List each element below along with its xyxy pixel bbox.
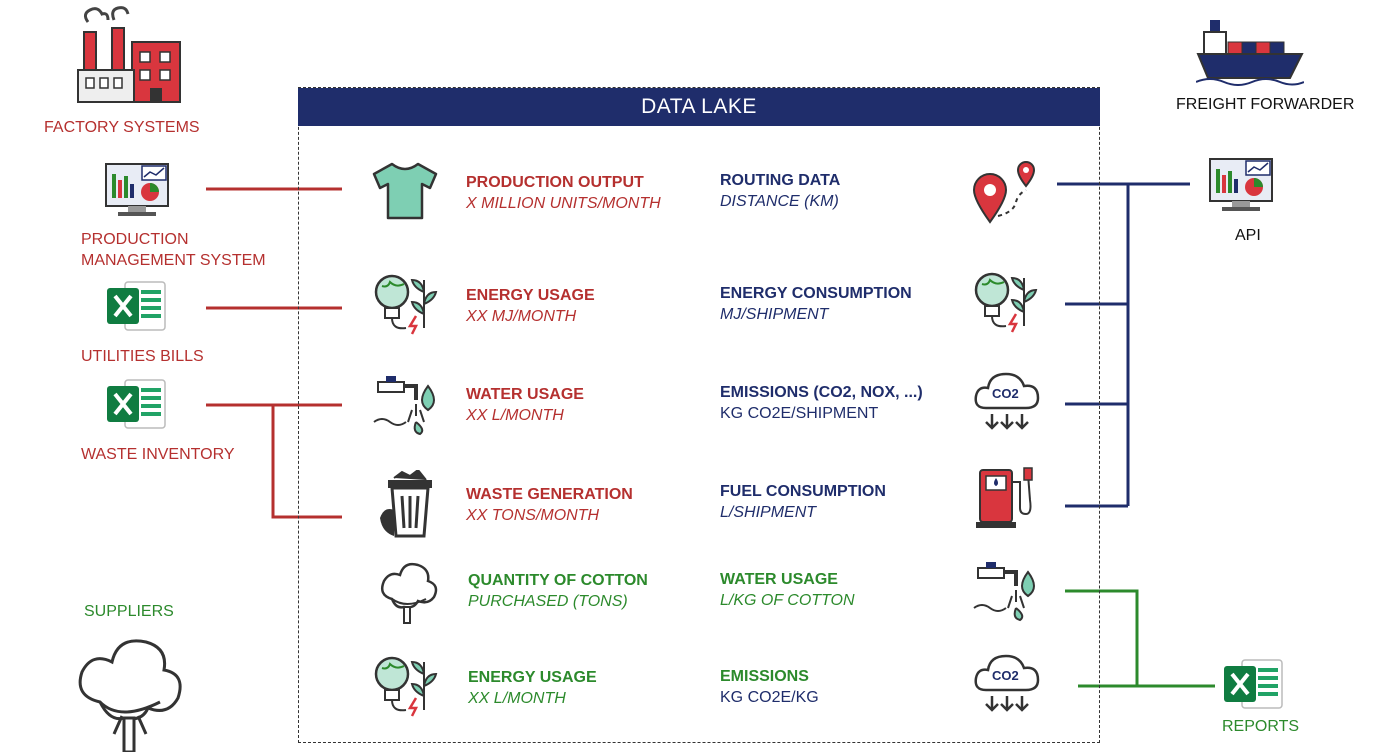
factory-icon xyxy=(77,6,181,103)
energy-bulb-icon xyxy=(974,272,1038,333)
cotton-icon xyxy=(381,562,438,624)
metric-emissions-unit: KG CO2E/SHIPMENT xyxy=(720,405,879,422)
metric-water-usage-unit: XX L/MONTH xyxy=(466,407,564,424)
energy-bulb-icon xyxy=(374,274,438,335)
water-tap-icon xyxy=(973,562,1035,622)
suppliers-label: SUPPLIERS xyxy=(84,603,174,620)
waste-inventory-label: WASTE INVENTORY xyxy=(81,446,235,463)
monitor-dashboard-icon xyxy=(1209,158,1273,211)
metric-routing-data-title: ROUTING DATA xyxy=(720,172,841,189)
excel-icon xyxy=(107,281,166,331)
energy-bulb-icon xyxy=(374,656,438,717)
co2-text: CO2 xyxy=(992,668,1019,683)
cargo-ship-icon xyxy=(1196,20,1304,86)
metric-cotton-water-title: WATER USAGE xyxy=(720,571,838,588)
metric-cotton-quantity-unit: PURCHASED (TONS) xyxy=(468,593,628,610)
metric-energy-usage-title: ENERGY USAGE xyxy=(466,287,595,304)
metric-production-output-title: PRODUCTION OUTPUT xyxy=(466,174,644,191)
trash-bin-icon xyxy=(380,470,432,538)
fuel-pump-icon xyxy=(976,467,1033,528)
factory-systems-label: FACTORY SYSTEMS xyxy=(44,119,200,136)
pms-label-line1: PRODUCTION xyxy=(81,231,189,248)
metric-supplier-energy-title: ENERGY USAGE xyxy=(468,669,597,686)
metric-energy-consumption-unit: MJ/SHIPMENT xyxy=(720,306,829,323)
metric-cotton-emissions-title: EMISSIONS xyxy=(720,668,809,685)
metric-routing-data-unit: DISTANCE (KM) xyxy=(720,193,839,210)
metric-production-output-unit: X MILLION UNITS/MONTH xyxy=(466,195,661,212)
water-tap-icon xyxy=(373,376,435,436)
utilities-bills-label: UTILITIES BILLS xyxy=(81,348,204,365)
data-lake-title: DATA LAKE xyxy=(298,88,1100,126)
metric-water-usage-title: WATER USAGE xyxy=(466,386,584,403)
freight-forwarder-label: FREIGHT FORWARDER xyxy=(1176,96,1355,113)
reports-label: REPORTS xyxy=(1222,718,1300,735)
metric-cotton-emissions-unit: KG CO2E/KG xyxy=(720,689,819,706)
metric-cotton-water-unit: L/KG OF COTTON xyxy=(720,592,855,609)
monitor-dashboard-icon xyxy=(105,163,169,216)
metric-energy-consumption-title: ENERGY CONSUMPTION xyxy=(720,285,912,302)
metric-waste-generation-unit: XX TONS/MONTH xyxy=(466,507,600,524)
excel-icon xyxy=(1224,659,1283,709)
metric-waste-generation-title: WASTE GENERATION xyxy=(466,486,633,503)
data-lake-border xyxy=(298,87,1100,743)
co2-cloud-icon: CO2 xyxy=(972,368,1042,434)
api-label: API xyxy=(1235,227,1261,244)
metric-fuel-consumption-title: FUEL CONSUMPTION xyxy=(720,483,886,500)
pms-label-line2: MANAGEMENT SYSTEM xyxy=(81,252,266,269)
co2-text: CO2 xyxy=(992,386,1019,401)
metric-energy-usage-unit: XX MJ/MONTH xyxy=(466,308,577,325)
cotton-icon xyxy=(78,639,182,752)
metric-supplier-energy-unit: XX L/MONTH xyxy=(468,690,566,707)
route-pin-icon xyxy=(972,161,1036,224)
tshirt-icon xyxy=(372,162,438,220)
excel-icon xyxy=(107,379,166,429)
metric-fuel-consumption-unit: L/SHIPMENT xyxy=(720,504,817,521)
co2-cloud-icon: CO2 xyxy=(972,650,1042,716)
metric-cotton-quantity-title: QUANTITY OF COTTON xyxy=(468,572,648,589)
metric-emissions-title: EMISSIONS (CO2, NOX, ...) xyxy=(720,384,923,401)
